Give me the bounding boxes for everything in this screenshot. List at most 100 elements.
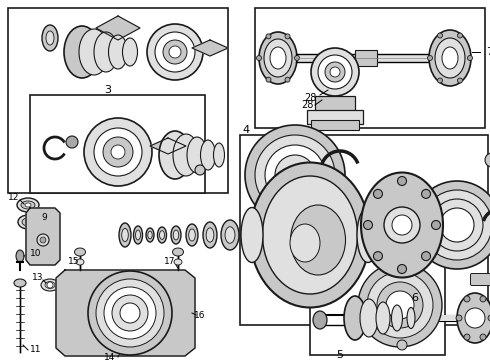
- Circle shape: [255, 135, 335, 215]
- Circle shape: [367, 272, 433, 338]
- FancyBboxPatch shape: [470, 274, 490, 285]
- Circle shape: [104, 287, 156, 339]
- Ellipse shape: [263, 176, 358, 294]
- Ellipse shape: [148, 231, 152, 239]
- Text: 28: 28: [304, 93, 316, 103]
- Circle shape: [96, 279, 164, 347]
- Bar: [307, 110, 363, 124]
- Text: 17: 17: [164, 257, 176, 266]
- Circle shape: [265, 145, 325, 205]
- Ellipse shape: [79, 29, 109, 75]
- Ellipse shape: [17, 198, 39, 212]
- Circle shape: [373, 189, 383, 198]
- Circle shape: [163, 40, 187, 64]
- Ellipse shape: [122, 38, 138, 66]
- Ellipse shape: [203, 222, 217, 248]
- Text: 16: 16: [194, 310, 206, 320]
- Ellipse shape: [270, 47, 286, 69]
- Ellipse shape: [241, 207, 263, 262]
- Text: 9: 9: [41, 213, 47, 222]
- Circle shape: [112, 295, 148, 331]
- Circle shape: [464, 334, 470, 340]
- Circle shape: [120, 303, 140, 323]
- Bar: [355, 50, 377, 66]
- Ellipse shape: [442, 47, 458, 69]
- Ellipse shape: [94, 32, 118, 72]
- Circle shape: [47, 282, 53, 288]
- Circle shape: [422, 190, 490, 260]
- Ellipse shape: [187, 137, 207, 173]
- Circle shape: [397, 340, 407, 350]
- Ellipse shape: [360, 299, 378, 337]
- Circle shape: [285, 77, 290, 82]
- Ellipse shape: [407, 307, 415, 328]
- Ellipse shape: [225, 227, 235, 243]
- Ellipse shape: [450, 221, 464, 249]
- Text: 15: 15: [68, 257, 80, 266]
- Circle shape: [268, 183, 322, 237]
- Circle shape: [358, 263, 442, 347]
- Circle shape: [259, 174, 331, 246]
- Text: 11: 11: [30, 346, 42, 355]
- Ellipse shape: [76, 259, 84, 265]
- Ellipse shape: [146, 228, 154, 242]
- Ellipse shape: [453, 227, 461, 243]
- Ellipse shape: [18, 215, 38, 229]
- Circle shape: [397, 265, 407, 274]
- Circle shape: [147, 24, 203, 80]
- Bar: [255, 8, 485, 128]
- Ellipse shape: [200, 140, 216, 170]
- Circle shape: [431, 199, 483, 251]
- Ellipse shape: [189, 229, 196, 241]
- Ellipse shape: [171, 226, 181, 244]
- Ellipse shape: [174, 259, 182, 265]
- Ellipse shape: [376, 302, 390, 334]
- Ellipse shape: [461, 218, 479, 252]
- Text: 1: 1: [485, 300, 490, 310]
- Circle shape: [84, 118, 152, 186]
- Ellipse shape: [398, 228, 406, 242]
- Ellipse shape: [157, 227, 167, 243]
- Ellipse shape: [45, 282, 55, 288]
- Ellipse shape: [173, 230, 179, 240]
- Circle shape: [103, 137, 133, 167]
- Polygon shape: [150, 138, 186, 154]
- Ellipse shape: [160, 231, 165, 239]
- Ellipse shape: [442, 230, 448, 240]
- Circle shape: [458, 78, 463, 83]
- Ellipse shape: [427, 226, 437, 244]
- Ellipse shape: [14, 279, 26, 287]
- Circle shape: [392, 215, 412, 235]
- Ellipse shape: [457, 293, 490, 343]
- Ellipse shape: [435, 38, 465, 78]
- Circle shape: [397, 176, 407, 185]
- Ellipse shape: [415, 229, 421, 241]
- Circle shape: [66, 136, 78, 148]
- Ellipse shape: [311, 48, 359, 96]
- Ellipse shape: [376, 220, 394, 250]
- Circle shape: [245, 125, 345, 225]
- Circle shape: [377, 282, 423, 328]
- Bar: [315, 96, 355, 114]
- Circle shape: [266, 34, 271, 39]
- Circle shape: [438, 33, 442, 38]
- Circle shape: [485, 153, 490, 167]
- Text: 7: 7: [487, 47, 490, 57]
- Circle shape: [275, 155, 315, 195]
- Ellipse shape: [259, 32, 297, 84]
- Circle shape: [169, 46, 181, 58]
- Ellipse shape: [122, 228, 128, 242]
- Ellipse shape: [21, 201, 35, 209]
- Text: 12: 12: [8, 194, 20, 202]
- Circle shape: [384, 207, 420, 243]
- Circle shape: [467, 55, 472, 60]
- Circle shape: [285, 34, 290, 39]
- Ellipse shape: [330, 67, 340, 77]
- Bar: [296, 54, 440, 62]
- Ellipse shape: [25, 203, 31, 207]
- Circle shape: [464, 296, 470, 302]
- Circle shape: [111, 145, 125, 159]
- Ellipse shape: [291, 205, 345, 275]
- Circle shape: [438, 78, 442, 83]
- Circle shape: [88, 271, 172, 355]
